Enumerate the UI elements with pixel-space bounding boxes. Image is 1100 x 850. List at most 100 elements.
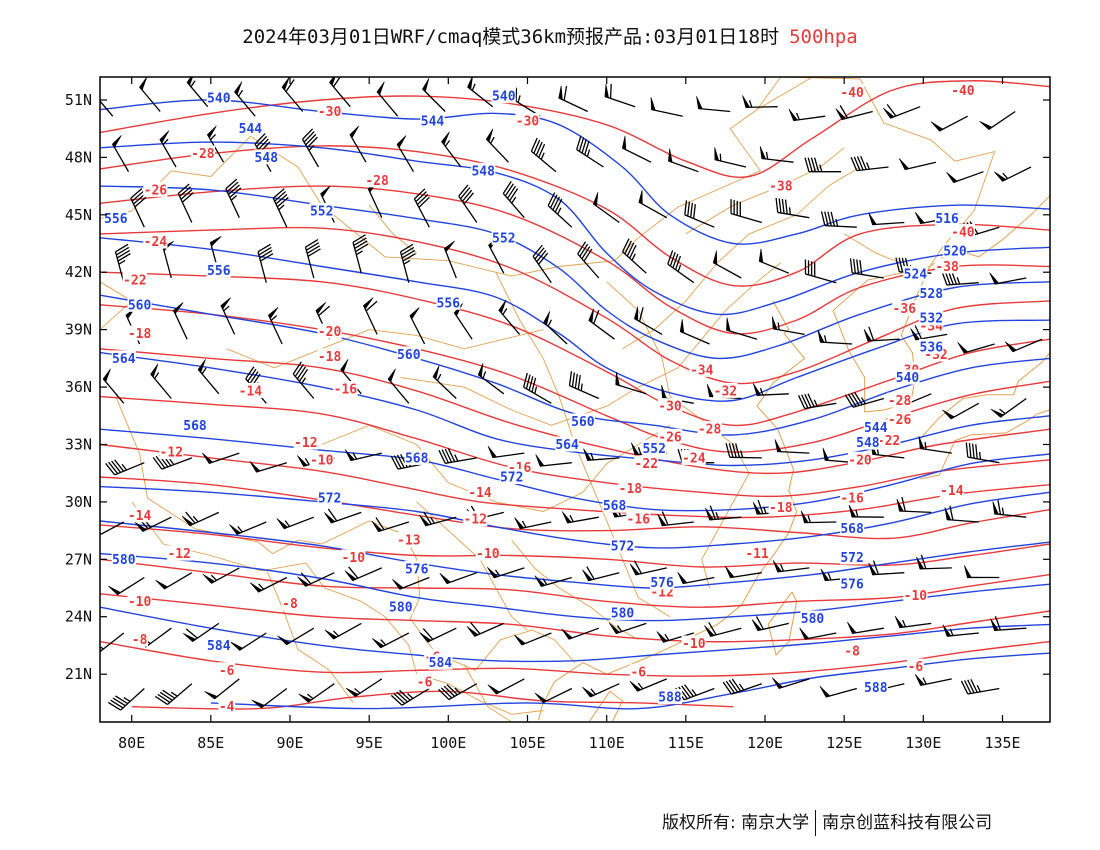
wind-barb	[799, 627, 837, 640]
wind-barb	[344, 449, 382, 462]
temperature-label-bg	[626, 511, 651, 527]
lat-label: 48N	[65, 148, 92, 166]
height-label: 548	[856, 436, 880, 451]
wind-barb	[477, 363, 505, 395]
wind-barb	[277, 627, 315, 646]
wind-barb	[181, 511, 220, 527]
temperature-label: -18	[128, 327, 152, 342]
height-label-bg	[610, 604, 635, 620]
height-label-bg	[206, 90, 231, 106]
temperature-label-bg	[618, 480, 643, 496]
wind-barb	[592, 192, 620, 224]
wind-barb	[159, 130, 177, 168]
wind-barb	[155, 572, 193, 590]
temperature-label: -10	[904, 589, 928, 604]
wind-barb	[111, 135, 130, 173]
temperature-label-bg	[768, 178, 793, 194]
wind-barb	[946, 171, 984, 184]
wind-barb-layer	[100, 77, 1043, 711]
temperature-isotherm	[100, 185, 1050, 335]
wind-barb	[817, 329, 853, 345]
wind-barb	[150, 363, 172, 399]
lat-label: 33N	[65, 436, 92, 454]
wind-barb	[918, 436, 952, 454]
height-label: 544	[421, 115, 445, 130]
border-line	[321, 424, 671, 512]
height-label-bg	[404, 560, 429, 576]
title-main: 2024年03月01日WRF/cmaq模式36km预报产品:03月01日18时	[242, 26, 780, 48]
temperature-label-bg	[416, 673, 433, 689]
wind-barb	[622, 135, 652, 163]
temperature-label: -18	[318, 350, 342, 365]
temperature-label: -12	[294, 436, 317, 451]
footer-separator	[815, 810, 817, 836]
lon-label: 110E	[589, 734, 625, 752]
height-label: 568	[840, 522, 864, 537]
temperature-label: -14	[239, 384, 263, 399]
lat-label: 27N	[65, 550, 92, 568]
wind-barb	[615, 371, 647, 395]
temperature-label: -16	[334, 383, 358, 398]
temperature-label: -24	[144, 235, 168, 250]
temperature-label: -38	[769, 180, 793, 195]
lat-label: 45N	[65, 206, 92, 224]
wind-barb	[371, 632, 410, 649]
height-contour-552	[100, 185, 1050, 360]
coastline	[919, 352, 1050, 440]
wind-barb	[679, 319, 710, 345]
temperature-label-bg	[333, 381, 358, 396]
temperature-label: -4	[219, 700, 235, 715]
wind-barb	[392, 576, 430, 590]
wind-barb	[634, 306, 663, 335]
height-label-bg	[935, 210, 960, 226]
height-label-bg	[127, 296, 152, 312]
temperature-label: -8	[844, 645, 860, 660]
height-label: 576	[405, 562, 429, 577]
wind-barb	[362, 297, 378, 335]
wind-barb	[844, 391, 884, 408]
lat-label: 21N	[65, 665, 92, 683]
height-label-bg	[436, 294, 461, 310]
lat-label: 24N	[65, 608, 92, 626]
wind-barb	[487, 567, 525, 579]
wind-barb	[251, 687, 288, 709]
temperature-label: -10	[682, 637, 706, 652]
wind-barb	[576, 135, 604, 168]
height-label-bg	[555, 436, 580, 452]
temperature-label: -8	[132, 633, 148, 648]
wind-barb	[100, 521, 125, 538]
wind-barb	[588, 308, 615, 340]
temperature-label: -22	[123, 273, 146, 288]
temperature-label: -11	[745, 547, 769, 562]
temperature-label: -36	[893, 302, 917, 317]
height-label: 572	[840, 551, 863, 566]
wind-barb	[882, 103, 921, 119]
border-line	[495, 271, 671, 618]
border-line	[843, 233, 900, 264]
temperature-isotherm	[131, 690, 734, 710]
height-label: 588	[864, 681, 888, 696]
temperature-label-bg	[634, 455, 659, 471]
wind-barb	[399, 243, 416, 283]
wind-barb	[774, 439, 810, 454]
wind-barb	[629, 678, 668, 692]
wind-barb	[409, 307, 426, 345]
wind-barb	[197, 359, 220, 395]
wind-barb	[390, 687, 430, 706]
height-label-bg	[471, 162, 496, 178]
height-label-bg	[570, 413, 595, 429]
height-label: 520	[943, 245, 967, 260]
height-label: 540	[207, 92, 231, 107]
wind-barb	[345, 678, 383, 698]
height-contour-556	[100, 237, 1050, 402]
height-label: 548	[471, 164, 495, 179]
wind-barb	[910, 325, 948, 341]
temperature-label-bg	[840, 84, 865, 100]
height-label-bg	[420, 113, 445, 128]
height-label: 544	[239, 122, 263, 137]
temperature-label-bg	[843, 643, 861, 659]
temperature-label-bg	[475, 545, 500, 561]
wind-barb	[419, 511, 457, 527]
wind-barb	[868, 212, 905, 226]
temperature-label-bg	[127, 325, 152, 341]
